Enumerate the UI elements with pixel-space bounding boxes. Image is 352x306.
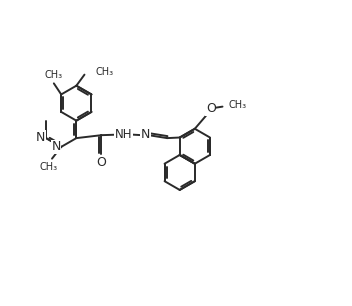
Text: O: O	[206, 102, 216, 115]
Text: NH: NH	[115, 128, 132, 141]
Text: CH₃: CH₃	[45, 70, 63, 80]
Text: CH₃: CH₃	[95, 67, 114, 77]
Text: N: N	[141, 128, 150, 141]
Text: N: N	[36, 131, 46, 144]
Text: N: N	[51, 140, 61, 153]
Text: O: O	[96, 156, 106, 169]
Text: CH₃: CH₃	[40, 162, 58, 172]
Text: CH₃: CH₃	[229, 100, 247, 110]
